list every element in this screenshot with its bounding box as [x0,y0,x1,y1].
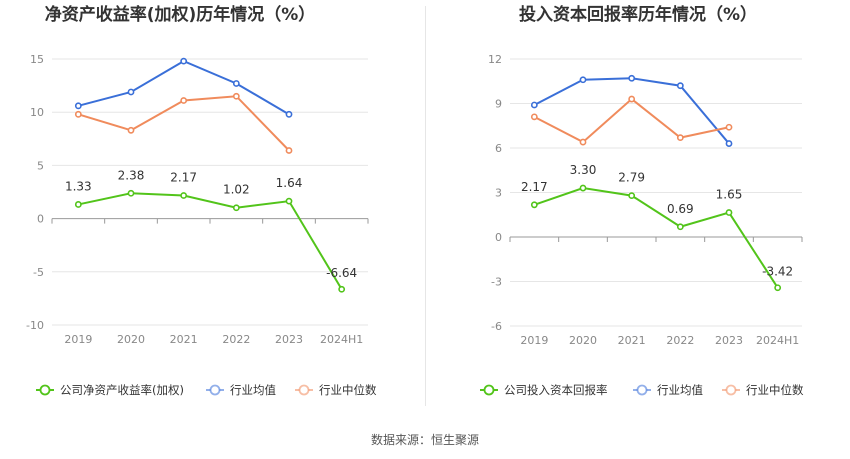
data-point [579,138,587,146]
data-point [285,110,293,118]
data-point [74,102,82,110]
legend-label: 行业均值 [657,383,703,397]
x-tick-label: 2020 [117,333,145,346]
data-point [628,192,636,200]
x-tick-label: 2019 [520,334,548,347]
x-tick-label: 2021 [618,334,646,347]
legend-marker-icon [209,384,221,396]
y-tick-label: -10 [26,319,44,332]
y-tick-label: 0 [37,213,44,226]
data-point [530,101,538,109]
data-point [676,82,684,90]
data-label: 3.30 [570,163,597,177]
x-tick-label: 2019 [64,333,92,346]
legend-label: 公司净资产收益率(加权) [60,383,184,397]
chart-title: 净资产收益率(加权)历年情况（%） [45,4,316,25]
x-tick-label: 2022 [666,334,694,347]
data-point [676,223,684,231]
data-point [127,126,135,134]
legend-marker-icon [39,384,51,396]
y-tick-label: 0 [495,231,502,244]
legend-marker-icon [298,384,310,396]
data-point [127,88,135,96]
data-point [725,123,733,131]
roic-chart-svg: 投入资本回报率历年情况（%） 12 9 6 3 0 -3 -6 2019 2020 2021 2022… [480,4,804,397]
data-point [530,201,538,209]
x-tick-label: 2023 [275,333,303,346]
data-point [127,189,135,197]
data-point [180,97,188,104]
chart-divider [425,6,426,406]
x-tick-label: 2024H1 [320,333,363,346]
data-point [232,80,240,87]
data-point [725,209,733,216]
data-label: 2.79 [618,171,645,185]
legend-label: 行业中位数 [746,383,804,397]
data-point [74,201,82,208]
data-label: 2.17 [521,180,548,194]
data-label: 0.69 [667,202,694,216]
data-point [725,140,733,147]
x-tick-label: 2023 [715,334,743,347]
legend-marker-icon [483,384,495,396]
y-tick-label: 12 [488,53,502,66]
data-point [774,284,782,292]
y-tick-label: 6 [495,142,502,155]
series-line [78,192,343,290]
legend-marker-icon [636,384,648,396]
y-tick-label: 5 [37,159,44,172]
data-label: 1.33 [65,179,92,193]
roe-chart-svg: 净资产收益率(加权)历年情况（%） 15 10 5 0 -5 -10 2019 2020 2021… [26,4,377,397]
series-line [78,95,290,152]
data-point [285,147,293,154]
y-tick-label: 15 [30,53,44,66]
legend-label: 行业中位数 [319,383,377,397]
series-line [533,97,730,144]
x-tick-label: 2020 [569,334,597,347]
data-point [180,192,188,199]
x-tick-label: 2021 [170,333,198,346]
data-point [530,113,538,121]
series-line [78,60,290,116]
y-tick-label: 3 [495,187,502,200]
data-point [628,95,636,103]
legend-label: 公司投入资本回报率 [504,383,608,397]
y-tick-label: 9 [495,98,502,111]
data-point [338,285,346,293]
data-point [676,134,684,142]
data-label: 2.38 [118,168,145,182]
roe-chart: 净资产收益率(加权)历年情况（%） 15 10 5 0 -5 -10 2019 2020 2021… [0,0,425,410]
data-point [579,184,587,192]
data-source: 数据来源：恒生聚源 [370,433,479,447]
data-point [285,197,293,205]
legend-marker-icon [725,384,737,396]
data-point [579,76,587,84]
y-tick-label: -6 [491,320,502,333]
data-point [232,204,240,212]
y-tick-label: -3 [491,276,502,289]
y-tick-label: -5 [33,266,44,279]
data-label: 1.65 [716,188,743,202]
roic-chart: 投入资本回报率历年情况（%） 12 9 6 3 0 -3 -6 2019 2020 2021 2022… [425,0,850,410]
chart-title: 投入资本回报率历年情况（%） [519,4,757,25]
x-tick-label: 2022 [222,333,250,346]
data-label: 1.02 [223,183,250,197]
legend-label: 行业均值 [230,383,276,397]
data-point [74,110,82,118]
data-label: -6.64 [326,266,357,280]
data-label: -3.42 [762,265,793,279]
data-label: 2.17 [170,171,197,185]
data-point [628,74,636,82]
x-tick-label: 2024H1 [756,334,799,347]
y-tick-label: 10 [30,106,44,119]
data-point [180,57,188,65]
data-point [232,92,240,100]
data-label: 1.64 [276,176,303,190]
series-line [534,187,779,289]
